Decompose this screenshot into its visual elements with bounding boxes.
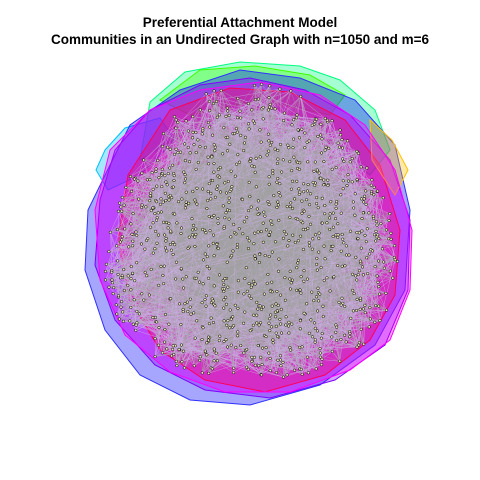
graph-edge [248, 88, 281, 104]
graph-edge [105, 223, 132, 281]
plot-title-line-2: Communities in an Undirected Graph with … [50, 32, 430, 47]
graph-edge [206, 93, 315, 125]
graph-edge [158, 344, 183, 362]
graph-edge [347, 174, 392, 240]
graph-edge [165, 193, 192, 315]
graph-edge [290, 90, 326, 119]
graph-edge [113, 293, 156, 322]
graph-edge [296, 117, 358, 153]
community-hull-orange [369, 118, 409, 196]
graph-edge [125, 103, 249, 188]
plot-title-line-1: Preferential Attachment Model [142, 15, 338, 30]
graph-edge [368, 197, 384, 214]
graph-edge [154, 345, 159, 357]
graph-edge [274, 108, 302, 130]
community-hull-cyan [95, 117, 176, 191]
graph-edge [110, 232, 119, 298]
graph-edge [130, 154, 175, 177]
graph-edge [209, 88, 280, 102]
graph-edge [205, 351, 295, 371]
graph-edge [158, 147, 168, 178]
plot-title: Preferential Attachment Model Communitie… [0, 14, 480, 48]
graph-edge [344, 335, 360, 343]
graph-edge [296, 117, 364, 213]
graph-edge [321, 138, 378, 192]
graph-edge [117, 211, 119, 261]
